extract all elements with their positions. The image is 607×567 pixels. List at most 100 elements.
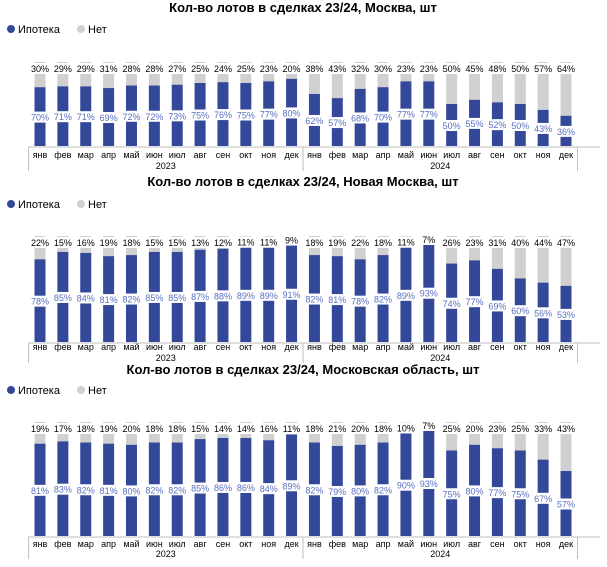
label-bg-no	[555, 423, 578, 434]
legend-swatch-mortgage	[7, 200, 15, 208]
label-bg-mortgage	[394, 479, 417, 491]
value-label-mortgage: 89%	[260, 291, 278, 301]
bar-no	[560, 236, 572, 286]
tick-label-month: авг	[194, 539, 208, 549]
label-bg-no	[372, 237, 395, 248]
label-bg-no	[74, 237, 97, 248]
label-bg-mortgage	[280, 288, 303, 300]
bar-no	[537, 62, 549, 110]
value-label-mortgage: 91%	[283, 290, 301, 300]
tick-label-month: ноя	[261, 539, 276, 549]
label-bg-mortgage	[349, 112, 372, 124]
value-label-mortgage: 73%	[168, 111, 186, 121]
value-label-no: 18%	[145, 424, 163, 434]
label-bg-mortgage	[234, 109, 257, 121]
label-bg-no	[463, 63, 486, 74]
bar-no	[446, 422, 458, 451]
value-label-mortgage: 71%	[54, 112, 72, 122]
bar-no	[560, 62, 572, 116]
label-bg-no	[166, 237, 189, 248]
label-bg-mortgage	[303, 114, 326, 126]
value-label-no: 28%	[145, 64, 163, 74]
label-bg-no	[440, 423, 463, 434]
value-label-mortgage: 84%	[77, 293, 95, 303]
tick-label-month: авг	[194, 342, 208, 352]
tick-label-month: июн	[146, 342, 163, 352]
value-label-mortgage: 74%	[443, 299, 461, 309]
value-label-mortgage: 53%	[557, 310, 575, 320]
value-label-no: 64%	[557, 64, 575, 74]
label-bg-mortgage	[509, 120, 532, 131]
label-bg-mortgage	[440, 120, 463, 131]
label-bg-mortgage	[394, 289, 417, 301]
value-label-mortgage: 81%	[100, 295, 118, 305]
value-label-mortgage: 84%	[260, 484, 278, 494]
legend-swatch-no	[77, 386, 85, 394]
label-bg-no	[417, 234, 440, 245]
value-label-no: 23%	[466, 238, 484, 248]
value-label-no: 15%	[191, 424, 209, 434]
label-bg-mortgage	[120, 485, 143, 497]
chart-title: Кол-во лотов в сделках 23/24, Москва, шт	[169, 0, 437, 15]
tick-label-month: июл	[443, 150, 460, 160]
year-label-2024: 2024	[430, 549, 450, 559]
label-bg-mortgage	[29, 111, 51, 123]
chart-title: Кол-во лотов в сделках 23/24, Новая Моск…	[147, 174, 458, 189]
label-bg-no	[532, 423, 555, 434]
value-label-no: 18%	[305, 238, 323, 248]
label-bg-no	[211, 63, 234, 74]
value-label-mortgage: 82%	[374, 485, 392, 495]
value-label-mortgage: 79%	[328, 487, 346, 497]
label-bg-no	[394, 422, 417, 434]
year-label-2024: 2024	[430, 161, 450, 171]
tick-label-month: июл	[169, 342, 186, 352]
tick-label-month: мар	[78, 150, 94, 160]
value-label-no: 18%	[122, 238, 140, 248]
value-label-no: 18%	[374, 238, 392, 248]
value-label-no: 7%	[422, 235, 435, 245]
value-label-mortgage: 50%	[511, 121, 529, 131]
value-label-no: 29%	[54, 64, 72, 74]
value-label-no: 57%	[534, 64, 552, 74]
tick-label-month: дек	[284, 539, 298, 549]
value-label-no: 20%	[283, 64, 301, 74]
label-bg-mortgage	[189, 482, 212, 494]
bar-no	[469, 236, 481, 261]
bar-no	[331, 62, 343, 99]
value-label-mortgage: 86%	[214, 483, 232, 493]
value-label-no: 22%	[351, 238, 369, 248]
label-bg-mortgage	[29, 484, 51, 496]
value-label-mortgage: 71%	[77, 112, 95, 122]
label-bg-mortgage	[280, 480, 303, 492]
value-label-no: 47%	[557, 238, 575, 248]
label-bg-no	[372, 423, 395, 434]
value-label-no: 23%	[260, 64, 278, 74]
value-label-mortgage: 69%	[488, 301, 506, 311]
label-bg-mortgage	[372, 293, 395, 305]
tick-label-month: дек	[559, 539, 573, 549]
value-label-no: 18%	[305, 424, 323, 434]
chart-title: Кол-во лотов в сделках 23/24, Московская…	[127, 362, 480, 377]
label-bg-mortgage	[234, 289, 257, 301]
tick-label-month: апр	[101, 150, 116, 160]
label-bg-no	[143, 63, 166, 74]
value-label-no: 19%	[328, 238, 346, 248]
value-label-mortgage: 60%	[511, 306, 529, 316]
label-bg-mortgage	[51, 111, 74, 123]
value-label-mortgage: 52%	[488, 120, 506, 130]
tick-label-month: дек	[559, 342, 573, 352]
label-bg-no	[280, 234, 303, 246]
tick-label-month: дек	[284, 150, 298, 160]
value-label-no: 28%	[122, 64, 140, 74]
value-label-no: 31%	[488, 238, 506, 248]
value-label-mortgage: 72%	[122, 112, 140, 122]
value-label-mortgage: 85%	[145, 293, 163, 303]
label-bg-mortgage	[257, 289, 280, 301]
label-bg-no	[532, 237, 555, 248]
tick-label-month: сен	[216, 342, 231, 352]
tick-label-month: апр	[376, 539, 391, 549]
label-bg-mortgage	[166, 291, 189, 303]
value-label-mortgage: 75%	[443, 489, 461, 499]
value-label-no: 14%	[237, 424, 255, 434]
value-label-no: 13%	[191, 238, 209, 248]
